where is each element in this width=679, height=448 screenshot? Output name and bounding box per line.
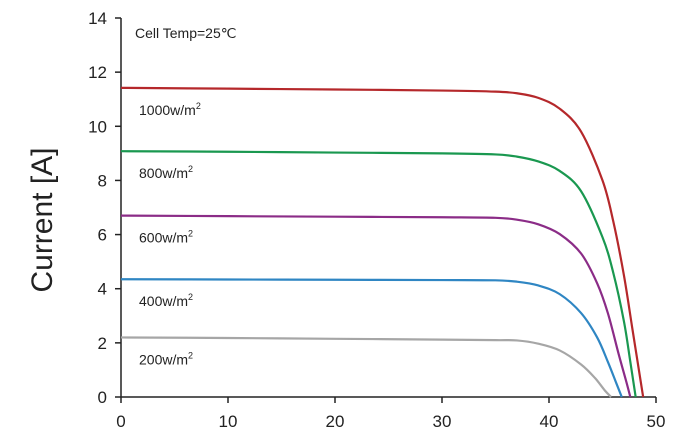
series-label: 1000w/m2 bbox=[139, 101, 201, 118]
x-tick-label: 0 bbox=[116, 412, 125, 431]
x-tick-label: 10 bbox=[219, 412, 238, 431]
y-ticks: 0 2 4 6 8 10 12 14 bbox=[88, 9, 121, 407]
x-tick-label: 30 bbox=[433, 412, 452, 431]
y-axis-label: Current [A] bbox=[26, 147, 59, 292]
axes: 0 2 4 6 8 10 12 14 0 10 20 30 40 50 bbox=[88, 9, 665, 431]
y-tick-label: 6 bbox=[98, 226, 107, 245]
series-line bbox=[120, 336, 612, 398]
series-label: 400w/m2 bbox=[139, 292, 193, 309]
series-labels: 1000w/m2 800w/m2 600w/m2 400w/m2 200w/m2 bbox=[139, 101, 201, 368]
x-tick-label: 20 bbox=[326, 412, 345, 431]
series-line bbox=[120, 214, 632, 398]
y-tick-label: 8 bbox=[98, 171, 107, 190]
series-label: 200w/m2 bbox=[139, 350, 193, 367]
y-tick-label: 14 bbox=[88, 9, 107, 28]
y-tick-label: 4 bbox=[98, 280, 107, 299]
y-tick-label: 12 bbox=[88, 63, 107, 82]
y-tick-label: 2 bbox=[98, 334, 107, 353]
series-lines bbox=[120, 86, 645, 398]
x-tick-label: 40 bbox=[540, 412, 559, 431]
series-label: 600w/m2 bbox=[139, 229, 193, 246]
annotation-cell-temp: Cell Temp=25℃ bbox=[135, 25, 236, 41]
series-line bbox=[120, 150, 637, 398]
x-ticks: 0 10 20 30 40 50 bbox=[116, 397, 665, 431]
y-tick-label: 10 bbox=[88, 117, 107, 136]
y-tick-label: 0 bbox=[98, 388, 107, 407]
series-line bbox=[120, 278, 623, 398]
series-line bbox=[120, 86, 645, 398]
series-label: 800w/m2 bbox=[139, 164, 193, 181]
x-tick-label: 50 bbox=[647, 412, 666, 431]
